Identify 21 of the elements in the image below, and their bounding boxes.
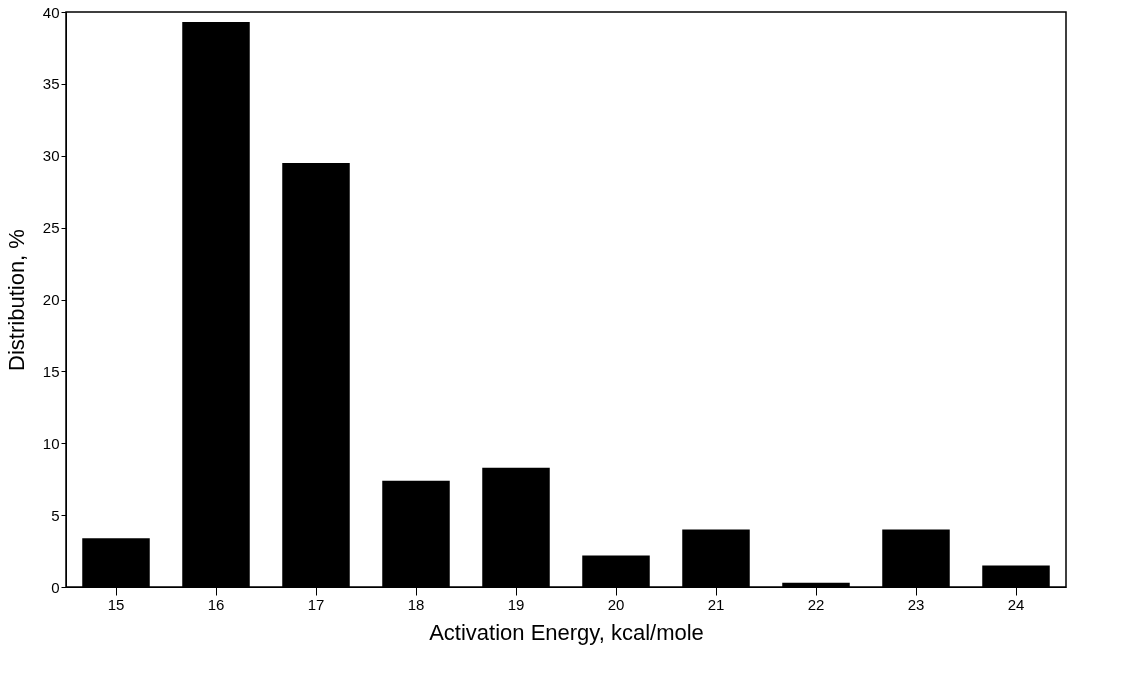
y-tick-label: 0 [51,578,60,596]
x-tick-label: 24 [1007,595,1025,613]
x-axis-title: Activation Energy, kcal/mole [429,619,704,645]
y-tick-label: 20 [42,291,60,308]
x-tick-label: 18 [407,595,425,613]
y-tick-label: 30 [42,147,60,165]
x-tick-label: 23 [907,595,925,613]
y-tick-label: 15 [42,362,60,380]
x-tick-label: 17 [307,595,325,613]
y-tick-label: 10 [42,434,60,452]
x-tick-label: 19 [507,595,525,613]
x-tick-label: 22 [807,595,825,613]
x-tick-label: 20 [607,595,625,613]
y-axis-title: Distribution, % [3,229,29,371]
x-tick-label: 16 [207,595,225,613]
y-tick-label: 40 [42,3,60,21]
y-tick-label: 35 [42,75,60,93]
x-tick-label: 21 [707,595,725,613]
x-tick-label: 15 [107,595,125,613]
y-tick-label: 25 [42,219,60,237]
y-tick-label: 5 [51,506,60,524]
